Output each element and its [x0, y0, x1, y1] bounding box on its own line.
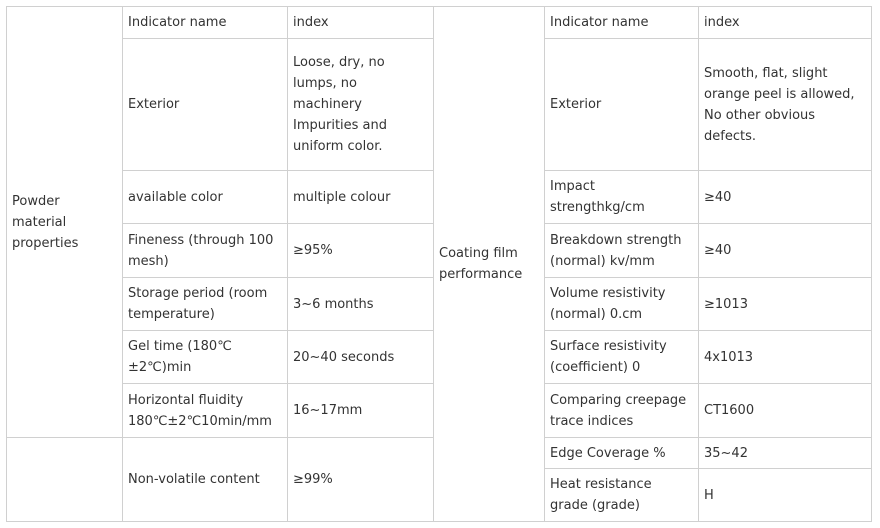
table-row: Exterior Loose, dry, no lumps, no machin…: [7, 38, 434, 171]
indicator-value: CT1600: [698, 383, 872, 438]
indicator-name: Storage period (room temperature): [122, 277, 288, 331]
table-row: Volume resistivity (normal) 0.cm ≥1013: [434, 277, 872, 331]
indicator-name: Comparing creepage trace indices: [544, 383, 699, 438]
coating-performance-table: Coating film performance Indicator name …: [433, 6, 872, 522]
header-index: index: [287, 6, 434, 39]
indicator-value: 3~6 months: [287, 277, 434, 331]
indicator-value: ≥95%: [287, 223, 434, 278]
indicator-name: Surface resistivity (coefficient) 0: [544, 330, 699, 384]
indicator-name: Horizontal fluidity 180℃±2℃10min/mm: [122, 383, 288, 438]
indicator-value: H: [698, 468, 872, 522]
table-row: Horizontal fluidity 180℃±2℃10min/mm 16~1…: [7, 383, 434, 438]
table-header-row: Coating film performance Indicator name …: [433, 6, 872, 522]
table-row: Exterior Smooth, flat, slight orange pee…: [434, 38, 872, 171]
header-index: index: [698, 6, 872, 39]
table-row: Surface resistivity (coefficient) 0 4x10…: [434, 330, 872, 384]
table-header-row: Powder material properties Indicator nam…: [6, 6, 434, 438]
table-row: Gel time (180℃ ±2℃)min 20~40 seconds: [7, 330, 434, 384]
indicator-value: 4x1013: [698, 330, 872, 384]
group-label: Coating film performance: [433, 6, 545, 522]
indicator-value: 16~17mm: [287, 383, 434, 438]
indicator-name: Volume resistivity (normal) 0.cm: [544, 277, 699, 331]
indicator-value: ≥40: [698, 223, 872, 278]
indicator-name: Fineness (through 100 mesh): [122, 223, 288, 278]
table-row: available color multiple colour: [7, 170, 434, 224]
powder-properties-table: Powder material properties Indicator nam…: [6, 6, 434, 522]
indicator-name: Gel time (180℃ ±2℃)min: [122, 330, 288, 384]
indicator-value: ≥99%: [287, 437, 434, 522]
table-row: Breakdown strength (normal) kv/mm ≥40: [434, 223, 872, 278]
group-label: Powder material properties: [6, 6, 123, 438]
indicator-value: 20~40 seconds: [287, 330, 434, 384]
indicator-name: Non-volatile content: [122, 437, 288, 522]
indicator-value: Loose, dry, no lumps, no machinery Impur…: [287, 38, 434, 171]
indicator-name: Impact strengthkg/cm: [544, 170, 699, 224]
indicator-value: ≥40: [698, 170, 872, 224]
indicator-name: Exterior: [544, 38, 699, 171]
indicator-value: 35~42: [698, 437, 872, 469]
table-row: Non-volatile content ≥99%: [6, 437, 434, 522]
indicator-value: Smooth, flat, slight orange peel is allo…: [698, 38, 872, 171]
indicator-value: multiple colour: [287, 170, 434, 224]
header-indicator-name: Indicator name: [122, 6, 288, 39]
indicator-name: Heat resistance grade (grade): [544, 468, 699, 522]
indicator-name: Breakdown strength (normal) kv/mm: [544, 223, 699, 278]
header-indicator-name: Indicator name: [544, 6, 699, 39]
table-row: Comparing creepage trace indices CT1600: [434, 383, 872, 438]
table-row: Heat resistance grade (grade) H: [434, 468, 872, 522]
indicator-name: available color: [122, 170, 288, 224]
indicator-name: Exterior: [122, 38, 288, 171]
indicator-value: ≥1013: [698, 277, 872, 331]
indicator-name: Edge Coverage %: [544, 437, 699, 469]
table-row: Storage period (room temperature) 3~6 mo…: [7, 277, 434, 331]
empty-group-cell: [6, 437, 123, 522]
